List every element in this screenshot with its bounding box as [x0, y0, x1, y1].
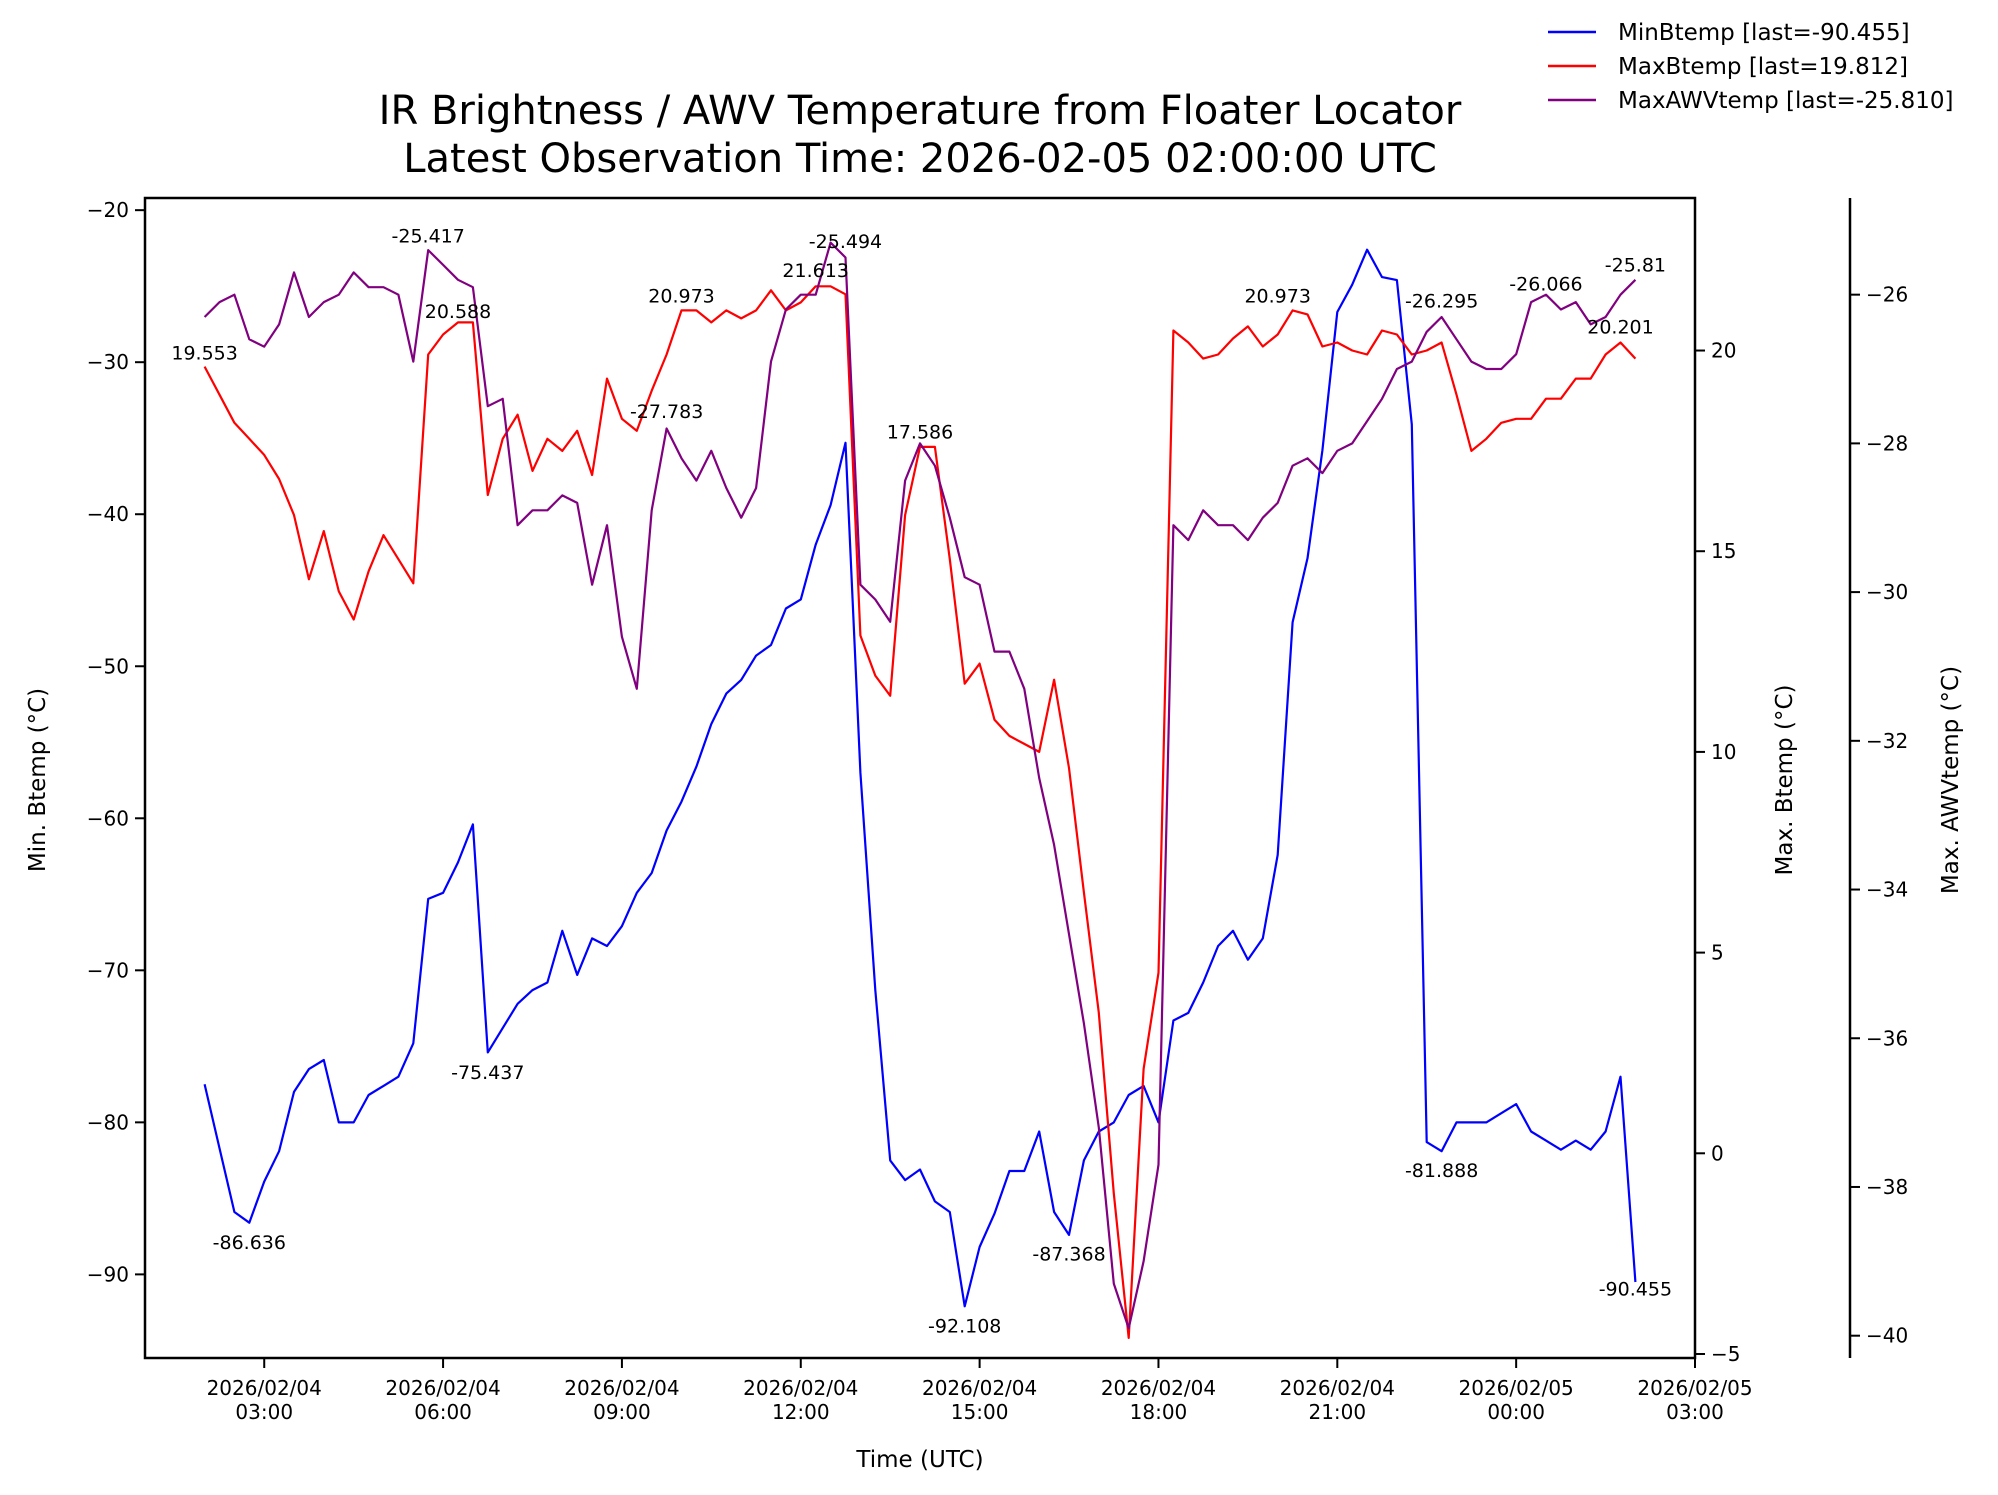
x-tick-label-date: 2026/02/04 [1280, 1376, 1395, 1400]
y-left-tick-label: −40 [87, 502, 129, 526]
data-label: 20.201 [1587, 316, 1653, 338]
x-tick-label-date: 2026/02/05 [1637, 1376, 1752, 1400]
data-label: -26.066 [1509, 274, 1582, 296]
y-right-tick-label: −5 [1711, 1342, 1740, 1366]
data-label: -27.783 [630, 401, 703, 423]
plot-frame [143, 196, 1697, 1360]
x-tick-label-time: 12:00 [772, 1400, 830, 1424]
x-tick-label-date: 2026/02/04 [1101, 1376, 1216, 1400]
series-line-maxawvtemp [203, 241, 1637, 1330]
y-right-tick-label: 20 [1711, 339, 1736, 363]
x-tick-label-date: 2026/02/05 [1459, 1376, 1574, 1400]
y-right-tick-label: 10 [1711, 740, 1736, 764]
x-tick-label-date: 2026/02/04 [385, 1376, 500, 1400]
x-tick-label-date: 2026/02/04 [922, 1376, 1037, 1400]
data-label: -25.494 [809, 231, 882, 253]
y-left-tick-label: −30 [87, 350, 129, 374]
data-label: -92.108 [928, 1315, 1001, 1337]
x-tick-label-time: 03:00 [235, 1400, 293, 1424]
legend-label: MaxAWVtemp [last=-25.810] [1618, 88, 1953, 114]
y-axis-label-left: Min. Btemp (°C) [25, 688, 51, 872]
x-tick-label-date: 2026/02/04 [207, 1376, 322, 1400]
y-left-tick-label: −60 [87, 806, 129, 830]
data-label: 21.613 [782, 260, 848, 282]
y-right-tick-label: 15 [1711, 539, 1736, 563]
y-axis-label-awv: Max. AWVtemp (°C) [1938, 666, 1964, 894]
y-awv-tick-label: −36 [1866, 1026, 1908, 1050]
x-tick-label-time: 09:00 [593, 1400, 651, 1424]
x-tick-label-time: 15:00 [951, 1400, 1009, 1424]
y-axis-label-right: Max. Btemp (°C) [1772, 685, 1798, 876]
x-tick-label-time: 21:00 [1308, 1400, 1366, 1424]
y-left-tick-label: −20 [87, 198, 129, 222]
series-line-maxbtemp [203, 285, 1637, 1339]
y-left-tick-label: −80 [87, 1110, 129, 1134]
y-awv-tick-label: −38 [1866, 1175, 1908, 1199]
y-awv-tick-label: −26 [1866, 283, 1908, 307]
x-tick-label-date: 2026/02/04 [743, 1376, 858, 1400]
data-label: -90.455 [1599, 1278, 1672, 1300]
x-tick-label-time: 03:00 [1666, 1400, 1724, 1424]
chart-subtitle: Latest Observation Time: 2026-02-05 02:0… [403, 136, 1437, 182]
x-axis-label: Time (UTC) [855, 1447, 983, 1473]
data-label: -75.437 [451, 1062, 524, 1084]
y-awv-tick-label: −34 [1866, 878, 1908, 902]
data-label: 17.586 [887, 421, 953, 443]
data-label: -25.417 [392, 225, 465, 247]
legend: MinBtemp [last=-90.455] MaxBtemp [last=19… [1548, 20, 1953, 114]
data-label: -81.888 [1405, 1160, 1478, 1182]
data-label: 20.973 [648, 285, 714, 307]
legend-label: MaxBtemp [last=19.812] [1618, 54, 1908, 80]
y-left-tick-label: −90 [87, 1262, 129, 1286]
data-label: -25.81 [1605, 255, 1666, 277]
y-awv-tick-label: −28 [1866, 431, 1908, 455]
data-label: -26.295 [1405, 291, 1478, 313]
x-tick-label-time: 06:00 [414, 1400, 472, 1424]
y-right-tick-label: 0 [1711, 1141, 1724, 1165]
data-label: 20.973 [1244, 285, 1310, 307]
data-label: -87.368 [1032, 1243, 1105, 1265]
y-right-tick-label: 5 [1711, 941, 1724, 965]
x-tick-label-date: 2026/02/04 [564, 1376, 679, 1400]
series-line-minbtemp [203, 248, 1637, 1308]
data-label: 19.553 [171, 342, 237, 364]
data-label: 20.588 [425, 301, 491, 323]
chart-title: IR Brightness / AWV Temperature from Flo… [379, 88, 1462, 134]
y-awv-tick-label: −30 [1866, 580, 1908, 604]
y-awv-tick-label: −40 [1866, 1324, 1908, 1348]
x-tick-label-time: 00:00 [1487, 1400, 1545, 1424]
y-left-tick-label: −70 [87, 958, 129, 982]
x-tick-label-time: 18:00 [1130, 1400, 1188, 1424]
y-awv-tick-label: −32 [1866, 729, 1908, 753]
data-label: -86.636 [213, 1232, 286, 1254]
y-left-tick-label: −50 [87, 654, 129, 678]
legend-label: MinBtemp [last=-90.455] [1618, 20, 1910, 46]
